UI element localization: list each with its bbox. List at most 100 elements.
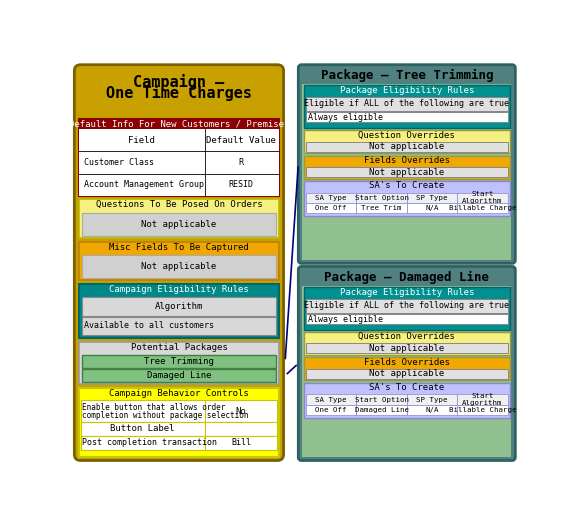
- Bar: [82, 213, 276, 236]
- Text: Not applicable: Not applicable: [369, 167, 445, 177]
- Text: Fields Overrides: Fields Overrides: [364, 358, 450, 367]
- Text: Algorithm: Algorithm: [155, 302, 203, 311]
- Text: Question Overrides: Question Overrides: [358, 131, 455, 140]
- Text: Eligible if ALL of the following are true: Eligible if ALL of the following are tru…: [304, 99, 509, 109]
- Text: SA's To Create: SA's To Create: [369, 383, 445, 392]
- Text: Question Overrides: Question Overrides: [358, 332, 455, 342]
- Text: Start Option: Start Option: [355, 195, 408, 201]
- Text: Package – Tree Trimming: Package – Tree Trimming: [321, 69, 493, 82]
- Text: Start
Algorithm: Start Algorithm: [462, 191, 503, 204]
- Text: Default Info For New Customers / Premises: Default Info For New Customers / Premise…: [69, 120, 289, 128]
- Bar: [407, 203, 457, 213]
- Bar: [304, 287, 510, 330]
- Text: RESID: RESID: [229, 180, 253, 189]
- Text: Not applicable: Not applicable: [369, 344, 445, 353]
- Bar: [407, 405, 457, 415]
- Bar: [302, 84, 511, 259]
- Text: Always eligible: Always eligible: [308, 315, 384, 323]
- Text: Campaign Behavior Controls: Campaign Behavior Controls: [109, 389, 249, 398]
- Bar: [407, 394, 457, 405]
- Text: Campaign Eligibility Rules: Campaign Eligibility Rules: [109, 285, 249, 294]
- Text: Button Label: Button Label: [109, 424, 174, 434]
- Text: R: R: [238, 158, 244, 167]
- Bar: [306, 299, 507, 313]
- Text: Billable Charge: Billable Charge: [449, 205, 516, 211]
- Text: One Off: One Off: [316, 205, 347, 211]
- Bar: [357, 405, 407, 415]
- Bar: [82, 355, 276, 368]
- Text: N/A: N/A: [425, 205, 439, 211]
- Text: Not applicable: Not applicable: [141, 219, 217, 229]
- Text: Package Eligibility Rules: Package Eligibility Rules: [340, 86, 474, 95]
- Bar: [306, 369, 507, 379]
- Bar: [357, 192, 407, 203]
- Text: N/A: N/A: [425, 407, 439, 413]
- Text: One Time Charges: One Time Charges: [106, 85, 252, 101]
- Bar: [457, 192, 507, 203]
- Bar: [304, 357, 510, 381]
- Bar: [306, 97, 507, 111]
- Text: Post completion transaction: Post completion transaction: [82, 438, 217, 447]
- Text: Potential Packages: Potential Packages: [131, 343, 228, 352]
- Bar: [357, 394, 407, 405]
- FancyBboxPatch shape: [298, 266, 516, 461]
- Text: Questions To Be Posed On Orders: Questions To Be Posed On Orders: [96, 200, 262, 210]
- Text: Package – Damaged Line: Package – Damaged Line: [324, 271, 489, 284]
- Text: Damaged Line: Damaged Line: [355, 407, 408, 413]
- Bar: [82, 255, 276, 278]
- Text: SA Type: SA Type: [316, 397, 347, 402]
- Bar: [457, 203, 507, 213]
- FancyBboxPatch shape: [74, 64, 283, 461]
- Text: SP Type: SP Type: [416, 397, 448, 402]
- Bar: [79, 342, 279, 384]
- Text: Bill: Bill: [231, 438, 251, 447]
- Bar: [457, 405, 507, 415]
- Text: Damaged Line: Damaged Line: [147, 371, 211, 380]
- Bar: [79, 119, 279, 129]
- Text: Billable Charge: Billable Charge: [449, 407, 516, 413]
- Text: completion without package selection: completion without package selection: [82, 411, 249, 420]
- Bar: [407, 192, 457, 203]
- Bar: [81, 422, 278, 436]
- Text: Start Option: Start Option: [355, 397, 408, 402]
- Bar: [306, 405, 357, 415]
- Text: Campaign –: Campaign –: [133, 74, 225, 89]
- Text: Not applicable: Not applicable: [369, 369, 445, 379]
- Bar: [79, 119, 279, 196]
- Bar: [82, 297, 276, 316]
- Text: Fields Overrides: Fields Overrides: [364, 156, 450, 165]
- Bar: [304, 181, 510, 216]
- Bar: [79, 284, 279, 338]
- Bar: [306, 203, 357, 213]
- Text: Account Management Group: Account Management Group: [84, 180, 204, 189]
- Text: Misc Fields To Be Captured: Misc Fields To Be Captured: [109, 243, 249, 252]
- Bar: [357, 203, 407, 213]
- Text: Package Eligibility Rules: Package Eligibility Rules: [340, 288, 474, 297]
- Text: Tree Trimming: Tree Trimming: [144, 357, 214, 366]
- Text: Not applicable: Not applicable: [141, 262, 217, 271]
- Text: Customer Class: Customer Class: [84, 158, 154, 167]
- Text: One Off: One Off: [316, 407, 347, 413]
- Bar: [304, 130, 510, 153]
- Bar: [457, 394, 507, 405]
- Text: Default Value: Default Value: [206, 136, 276, 145]
- Text: SA Type: SA Type: [316, 195, 347, 201]
- Text: Not applicable: Not applicable: [369, 142, 445, 151]
- FancyBboxPatch shape: [298, 64, 516, 263]
- Bar: [79, 200, 279, 238]
- Bar: [79, 129, 279, 196]
- Bar: [304, 155, 510, 179]
- Text: SA's To Create: SA's To Create: [369, 181, 445, 190]
- Bar: [306, 142, 507, 152]
- Text: Field: Field: [127, 136, 154, 145]
- Text: Enable button that allows order: Enable button that allows order: [82, 404, 225, 412]
- Bar: [304, 383, 510, 418]
- Bar: [81, 436, 278, 450]
- Bar: [304, 332, 510, 355]
- Bar: [306, 112, 507, 122]
- Text: SP Type: SP Type: [416, 195, 448, 201]
- Text: No: No: [236, 407, 247, 415]
- Bar: [304, 85, 510, 128]
- Bar: [82, 317, 276, 335]
- Text: Tree Trim: Tree Trim: [361, 205, 402, 211]
